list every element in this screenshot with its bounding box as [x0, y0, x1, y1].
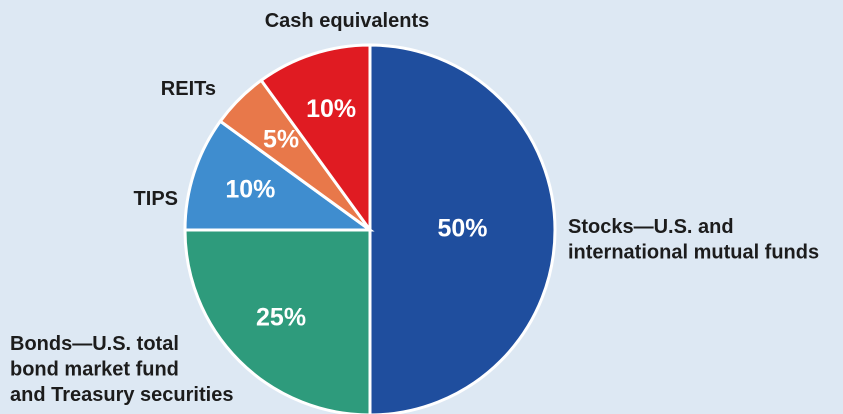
value-label: 5% [263, 126, 299, 154]
value-label: 10% [306, 95, 356, 123]
category-label: Cash equivalents [265, 10, 430, 32]
slice [183, 119, 375, 232]
slice [368, 43, 557, 414]
category-label: Bonds—U.S. total bond market fund and Trea… [10, 333, 233, 406]
value-label: 50% [437, 215, 487, 243]
slice [259, 43, 372, 235]
category-label: REITs [161, 78, 216, 100]
slice [183, 228, 372, 414]
category-label: Stocks—U.S. and international mutual fund… [568, 216, 819, 264]
category-label: TIPS [134, 188, 178, 210]
value-label: 25% [256, 304, 306, 332]
value-label: 10% [225, 176, 275, 204]
